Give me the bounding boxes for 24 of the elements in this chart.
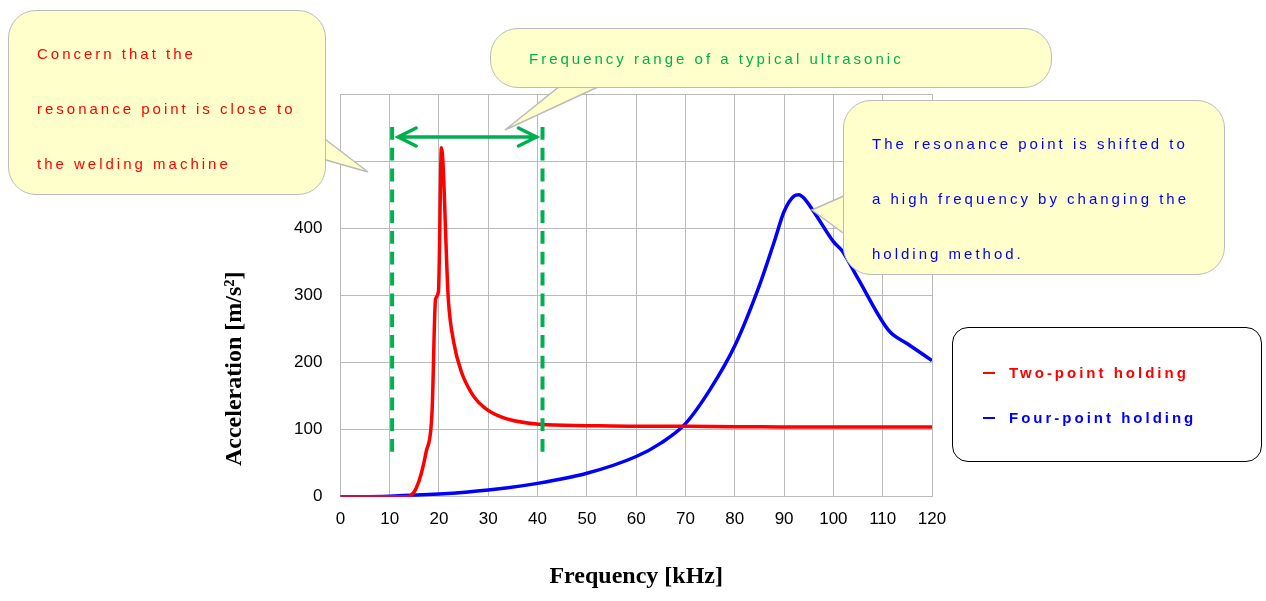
y-tick-label: 100: [293, 419, 323, 439]
y-tick-label: 0: [312, 486, 323, 506]
x-tick-label: 110: [869, 508, 897, 528]
speech-bubble: Concern that the resonance point is close to the welding machine: [8, 10, 326, 195]
y-tick-label: 400: [293, 217, 323, 237]
x-tick-label: 10: [380, 508, 400, 528]
x-tick-label: 120: [917, 508, 947, 528]
legend-label: Two-point holding: [1009, 364, 1189, 381]
x-tick-label: 60: [626, 508, 646, 528]
x-tick-label: 80: [725, 508, 745, 528]
y-axis-title: Acceleration [m/s²]: [219, 271, 246, 467]
x-tick-label: 40: [528, 508, 548, 528]
y-tick-label: 300: [293, 285, 323, 305]
x-tick-label: 20: [429, 508, 449, 528]
x-tick-label: 50: [577, 508, 597, 528]
x-tick-label: 70: [676, 508, 695, 528]
speech-bubble: The resonance point is shifted to a high frequency by changing the holding method.: [843, 100, 1225, 275]
legend-label: Four-point holding: [1009, 409, 1197, 426]
x-tick-label: 30: [478, 508, 498, 528]
x-tick-label: 100: [819, 508, 848, 528]
x-axis-title: Frequency [kHz]: [549, 561, 723, 588]
x-tick-label: 90: [774, 508, 794, 528]
y-tick-label: 200: [293, 352, 323, 372]
x-tick-label: 0: [335, 508, 346, 528]
